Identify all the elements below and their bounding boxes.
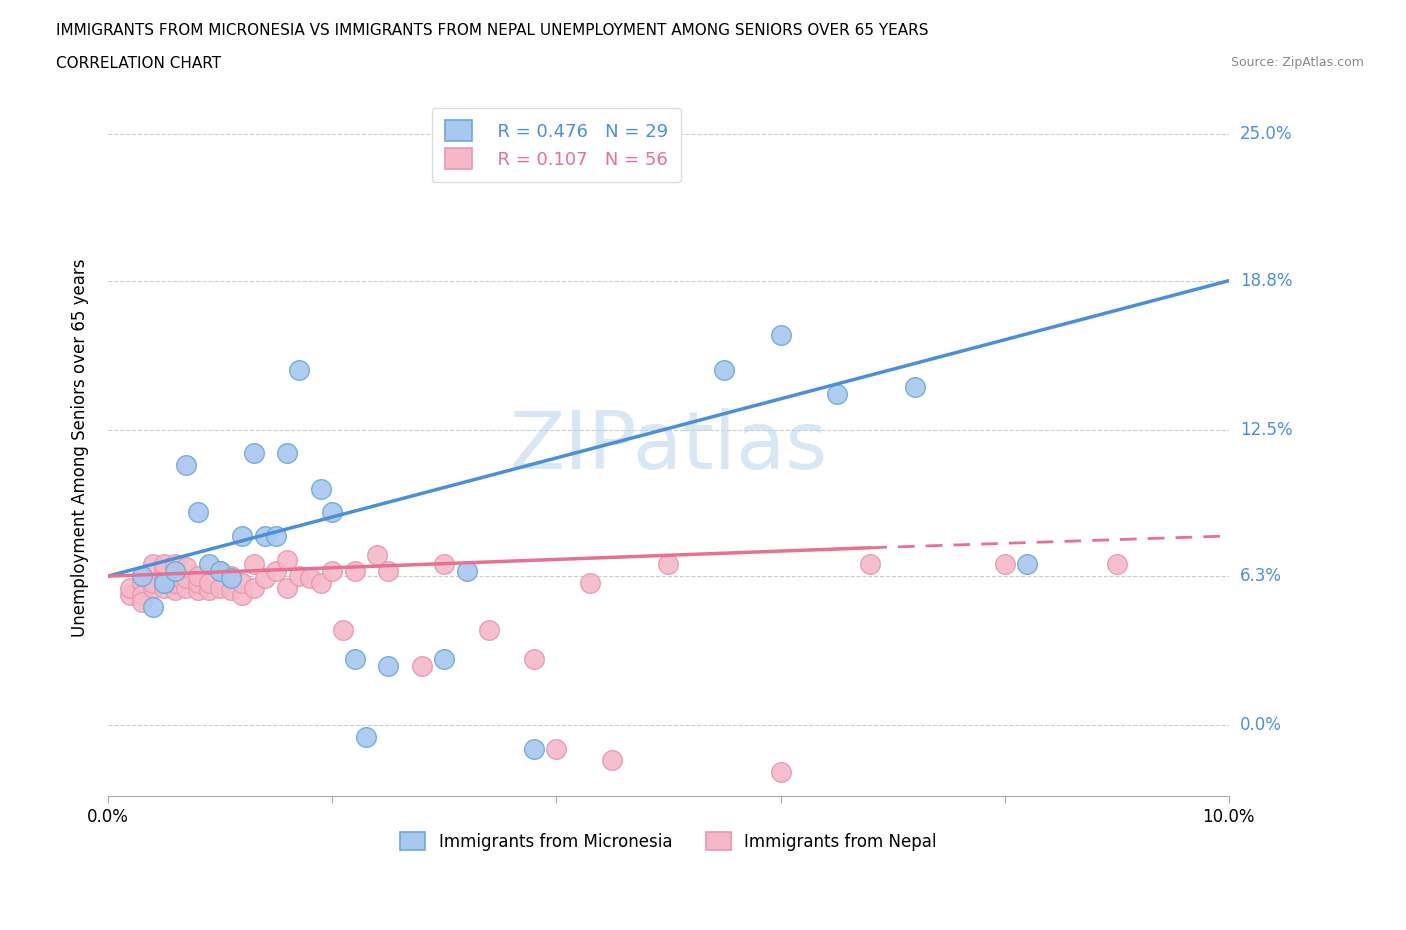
Point	[198, 557, 221, 572]
Text: 18.8%: 18.8%	[1240, 272, 1292, 289]
Point	[287, 363, 309, 378]
Point	[142, 557, 165, 572]
Point	[321, 505, 343, 520]
Point	[142, 580, 165, 595]
Point	[456, 564, 478, 578]
Point	[153, 564, 176, 578]
Point	[131, 588, 153, 603]
Point	[165, 576, 187, 591]
Point	[825, 387, 848, 402]
Point	[187, 576, 209, 591]
Point	[321, 564, 343, 578]
Point	[769, 327, 792, 342]
Point	[176, 458, 198, 472]
Point	[131, 594, 153, 609]
Point	[165, 583, 187, 598]
Point	[309, 576, 332, 591]
Point	[187, 583, 209, 598]
Point	[366, 548, 388, 563]
Point	[309, 481, 332, 496]
Point	[276, 445, 298, 460]
Point	[142, 600, 165, 615]
Point	[546, 741, 568, 756]
Point	[579, 576, 602, 591]
Point	[1105, 557, 1128, 572]
Point	[478, 623, 501, 638]
Point	[231, 576, 253, 591]
Point	[209, 564, 232, 578]
Point	[131, 576, 153, 591]
Point	[176, 559, 198, 574]
Point	[433, 651, 456, 666]
Point	[209, 580, 232, 595]
Point	[253, 528, 276, 543]
Text: ZIPatlas: ZIPatlas	[509, 408, 828, 486]
Point	[264, 528, 287, 543]
Point	[153, 571, 176, 586]
Point	[219, 583, 242, 598]
Point	[198, 576, 221, 591]
Point	[287, 568, 309, 583]
Point	[354, 729, 377, 744]
Point	[153, 580, 176, 595]
Point	[142, 576, 165, 591]
Point	[165, 568, 187, 583]
Point	[120, 588, 142, 603]
Point	[209, 564, 232, 578]
Point	[176, 571, 198, 586]
Point	[242, 557, 264, 572]
Point	[298, 571, 321, 586]
Point	[187, 568, 209, 583]
Point	[131, 568, 153, 583]
Point	[242, 445, 264, 460]
Point	[219, 571, 242, 586]
Point	[187, 505, 209, 520]
Point	[231, 588, 253, 603]
Point	[165, 564, 187, 578]
Point	[433, 557, 456, 572]
Point	[153, 557, 176, 572]
Point	[769, 764, 792, 779]
Point	[332, 623, 354, 638]
Text: 0.0%: 0.0%	[1240, 716, 1282, 734]
Text: 12.5%: 12.5%	[1240, 420, 1292, 439]
Point	[153, 576, 176, 591]
Point	[276, 580, 298, 595]
Point	[198, 583, 221, 598]
Point	[276, 552, 298, 567]
Point	[165, 557, 187, 572]
Text: 25.0%: 25.0%	[1240, 126, 1292, 143]
Point	[343, 651, 366, 666]
Text: IMMIGRANTS FROM MICRONESIA VS IMMIGRANTS FROM NEPAL UNEMPLOYMENT AMONG SENIORS O: IMMIGRANTS FROM MICRONESIA VS IMMIGRANTS…	[56, 23, 929, 38]
Text: Source: ZipAtlas.com: Source: ZipAtlas.com	[1230, 56, 1364, 69]
Point	[343, 564, 366, 578]
Point	[153, 576, 176, 591]
Point	[602, 753, 624, 768]
Point	[242, 580, 264, 595]
Point	[377, 658, 399, 673]
Point	[1017, 557, 1039, 572]
Point	[713, 363, 735, 378]
Point	[264, 564, 287, 578]
Point	[994, 557, 1017, 572]
Text: 6.3%: 6.3%	[1240, 567, 1282, 585]
Point	[657, 557, 679, 572]
Y-axis label: Unemployment Among Seniors over 65 years: Unemployment Among Seniors over 65 years	[72, 258, 89, 636]
Point	[176, 580, 198, 595]
Point	[523, 651, 546, 666]
Point	[219, 568, 242, 583]
Point	[904, 379, 927, 394]
Point	[523, 741, 546, 756]
Legend: Immigrants from Micronesia, Immigrants from Nepal: Immigrants from Micronesia, Immigrants f…	[394, 826, 943, 857]
Point	[411, 658, 433, 673]
Point	[253, 571, 276, 586]
Point	[231, 528, 253, 543]
Point	[120, 580, 142, 595]
Point	[377, 564, 399, 578]
Text: CORRELATION CHART: CORRELATION CHART	[56, 56, 221, 71]
Point	[859, 557, 882, 572]
